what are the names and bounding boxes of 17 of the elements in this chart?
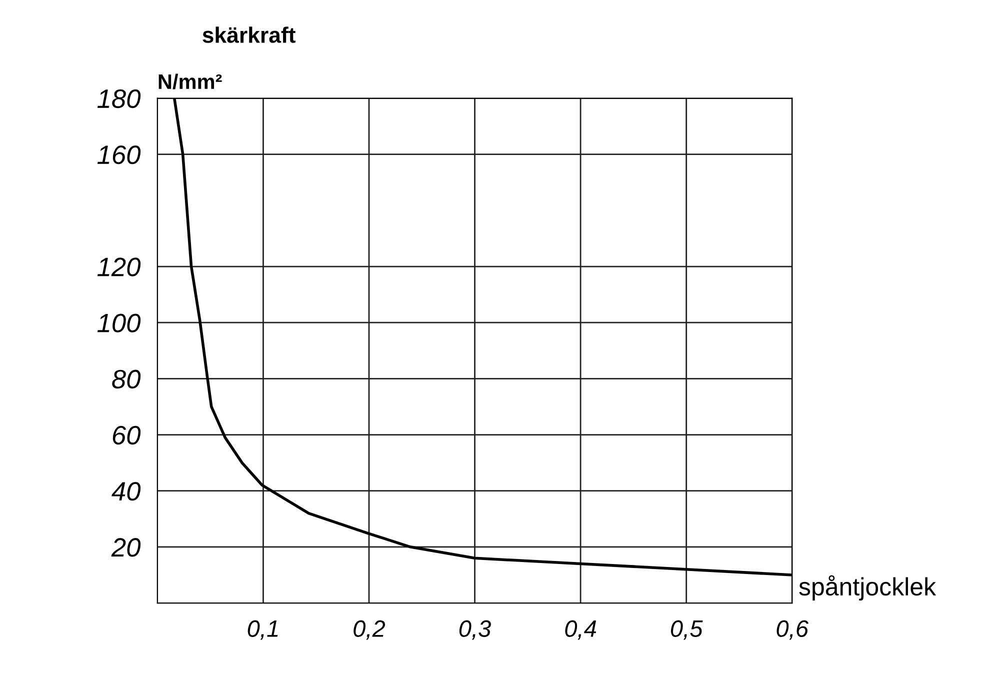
y-tick-label: 40 [112, 482, 141, 501]
y-tick-label: 100 [97, 314, 141, 332]
x-tick-label: 0,6 [776, 620, 809, 640]
y-tick-label: 80 [112, 370, 141, 388]
y-tick-label: 180 [97, 89, 141, 108]
x-tick-label: 0,1 [248, 620, 278, 640]
y-tick-label: 20 [111, 538, 141, 557]
y-tick-label: 120 [97, 258, 141, 276]
x-tick-label: 0,5 [670, 620, 703, 640]
x-axis-title: spåntjocklek [799, 575, 936, 601]
y-tick-label: 60 [112, 426, 141, 445]
x-tick-label: 0,3 [459, 620, 491, 640]
chart-title: skärkraft [202, 26, 296, 43]
y-axis-title: N/mm² [158, 74, 222, 90]
x-tick-label: 0,2 [354, 620, 386, 640]
y-tick-label: 160 [97, 145, 141, 164]
x-tick-label: 0,4 [565, 620, 596, 640]
